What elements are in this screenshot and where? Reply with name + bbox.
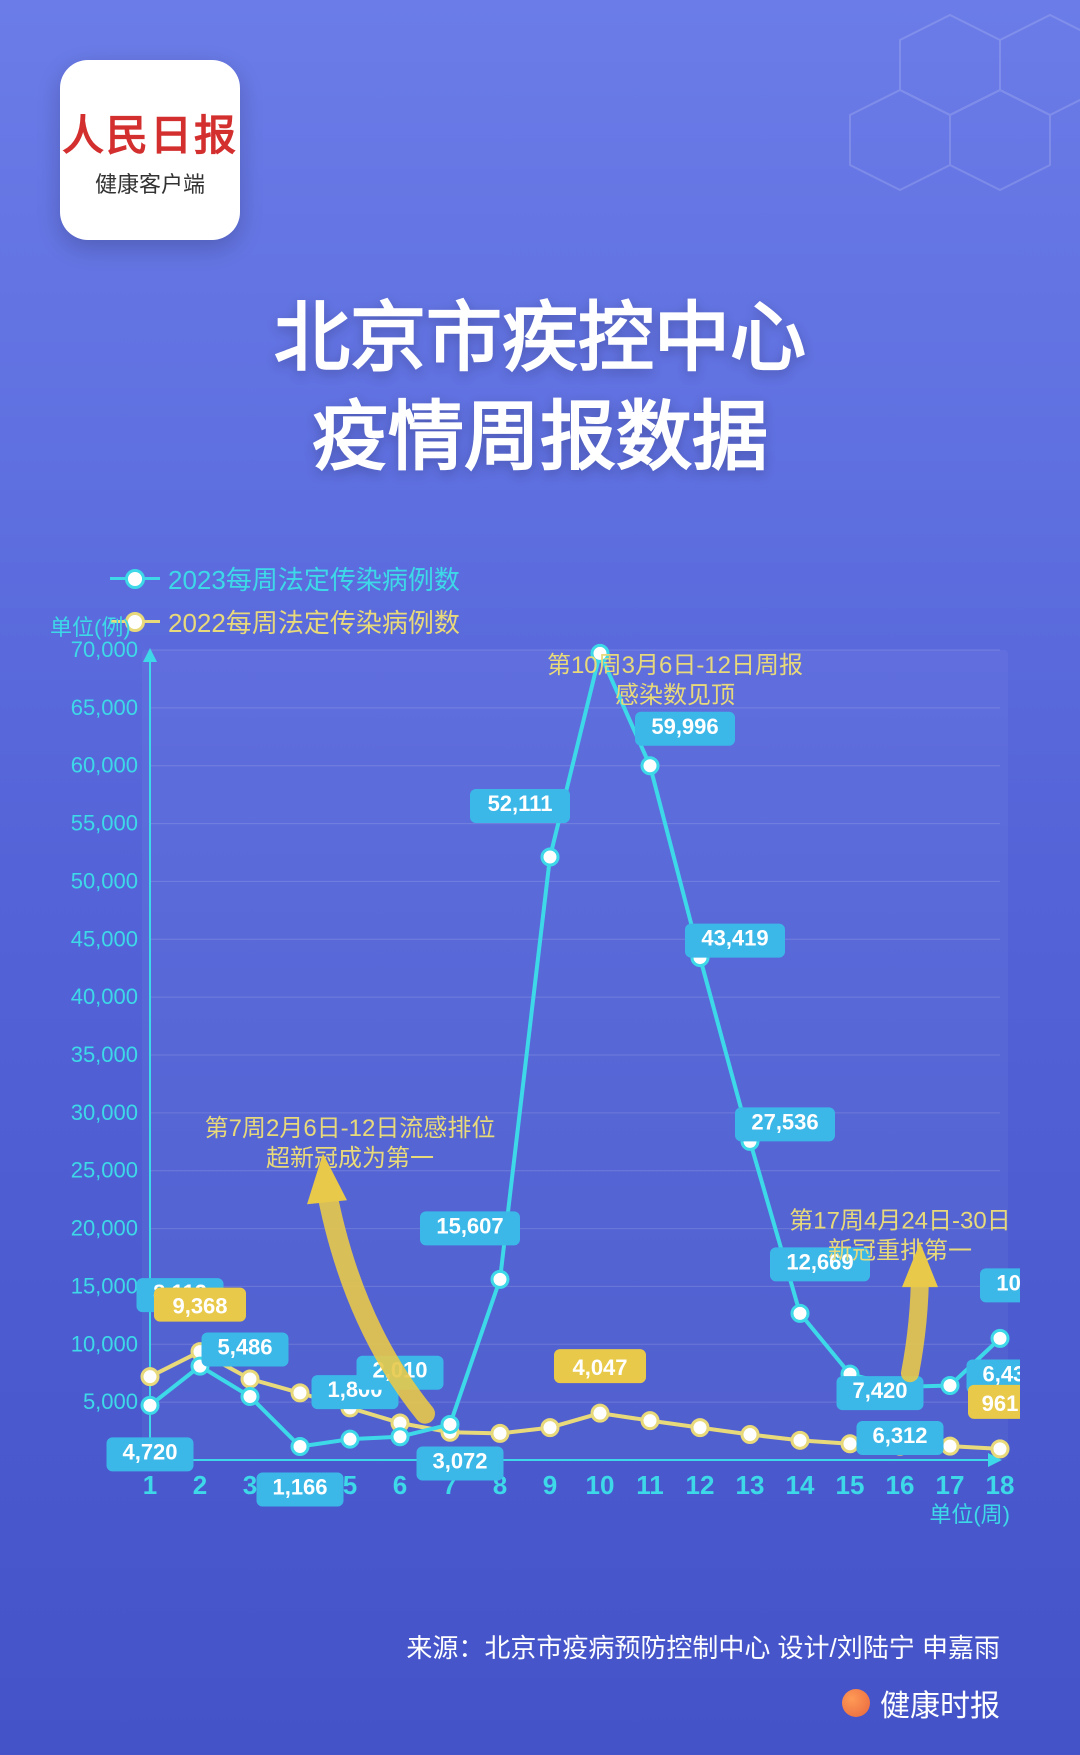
svg-text:新冠重排第一: 新冠重排第一 [828, 1238, 972, 1265]
svg-text:5,486: 5,486 [217, 1335, 272, 1360]
svg-text:15: 15 [836, 1470, 865, 1500]
svg-text:感染数见顶: 感染数见顶 [615, 682, 735, 709]
svg-text:5,000: 5,000 [83, 1389, 138, 1414]
page-title: 北京市疾控中心 疫情周报数据 [0, 290, 1080, 488]
svg-text:11: 11 [636, 1470, 664, 1500]
svg-text:55,000: 55,000 [71, 811, 138, 836]
svg-text:15,000: 15,000 [71, 1273, 138, 1298]
svg-text:20,000: 20,000 [71, 1216, 138, 1241]
svg-text:52,111: 52,111 [488, 791, 553, 816]
svg-text:40,000: 40,000 [71, 984, 138, 1009]
y-axis-unit: 单位(例) [50, 610, 131, 642]
svg-text:59,996: 59,996 [651, 714, 718, 739]
title-line-1: 北京市疾控中心 [0, 290, 1080, 389]
svg-text:10,000: 10,000 [71, 1331, 138, 1356]
svg-text:10: 10 [586, 1470, 615, 1500]
svg-text:4,720: 4,720 [122, 1439, 177, 1464]
svg-text:60,000: 60,000 [71, 753, 138, 778]
svg-text:4,047: 4,047 [572, 1355, 627, 1380]
svg-text:6: 6 [393, 1470, 407, 1500]
svg-text:3,072: 3,072 [432, 1448, 487, 1473]
legend-label-2023: 2023每周法定传染病例数 [168, 560, 460, 597]
svg-text:第10周3月6日-12日周报: 第10周3月6日-12日周报 [547, 652, 803, 679]
svg-text:2: 2 [193, 1470, 207, 1500]
brand-text: 健康时报 [880, 1681, 1000, 1725]
line-chart: 05,00010,00015,00020,00025,00030,00035,0… [60, 640, 1020, 1530]
svg-text:7,420: 7,420 [852, 1378, 907, 1403]
legend: 2023每周法定传染病例数 2022每周法定传染病例数 [110, 560, 460, 646]
svg-text:17: 17 [936, 1470, 965, 1500]
svg-text:65,000: 65,000 [71, 695, 138, 720]
svg-text:43,419: 43,419 [701, 926, 768, 951]
logo-badge: 人民日报 健康客户端 [60, 60, 240, 240]
legend-2022: 2022每周法定传染病例数 [110, 603, 460, 640]
svg-text:5: 5 [343, 1470, 357, 1500]
svg-text:1: 1 [143, 1470, 157, 1500]
svg-text:第17周4月24日-30日: 第17周4月24日-30日 [789, 1208, 1010, 1235]
logo-sub-text: 健康客户端 [95, 167, 205, 199]
svg-text:超新冠成为第一: 超新冠成为第一 [266, 1145, 434, 1172]
svg-text:12: 12 [686, 1470, 715, 1500]
legend-marker-2023 [110, 577, 160, 580]
svg-text:3: 3 [243, 1470, 257, 1500]
svg-text:单位(周): 单位(周) [929, 1502, 1010, 1527]
svg-text:6,438: 6,438 [982, 1362, 1020, 1387]
chart-container: 2023每周法定传染病例数 2022每周法定传染病例数 单位(例) 05,000… [60, 560, 1020, 1580]
legend-label-2022: 2022每周法定传染病例数 [168, 603, 460, 640]
svg-text:6,312: 6,312 [872, 1423, 927, 1448]
svg-text:10,508: 10,508 [996, 1270, 1020, 1295]
svg-text:70,000: 70,000 [71, 640, 138, 662]
footer-source: 来源：北京市疫病预防控制中心 设计/刘陆宁 申嘉雨 [406, 1628, 1000, 1665]
svg-text:45,000: 45,000 [71, 926, 138, 951]
svg-text:25,000: 25,000 [71, 1158, 138, 1183]
brand-icon [842, 1689, 870, 1717]
svg-text:14: 14 [786, 1470, 815, 1500]
footer-brand: 健康时报 [842, 1681, 1000, 1725]
svg-text:1,166: 1,166 [272, 1475, 327, 1500]
svg-text:15,607: 15,607 [436, 1213, 503, 1238]
svg-text:27,536: 27,536 [751, 1109, 818, 1134]
svg-text:9,368: 9,368 [172, 1294, 227, 1319]
svg-text:13: 13 [736, 1470, 765, 1500]
svg-text:961: 961 [982, 1391, 1019, 1416]
logo-main-text: 人民日报 [62, 102, 238, 163]
svg-text:30,000: 30,000 [71, 1100, 138, 1125]
title-line-2: 疫情周报数据 [0, 389, 1080, 488]
svg-text:9: 9 [543, 1470, 557, 1500]
svg-text:18: 18 [986, 1470, 1015, 1500]
hex-decoration [580, 0, 1080, 300]
svg-text:第7周2月6日-12日流感排位: 第7周2月6日-12日流感排位 [205, 1115, 496, 1142]
svg-text:35,000: 35,000 [71, 1042, 138, 1067]
svg-text:50,000: 50,000 [71, 868, 138, 893]
legend-2023: 2023每周法定传染病例数 [110, 560, 460, 597]
svg-text:16: 16 [886, 1470, 915, 1500]
